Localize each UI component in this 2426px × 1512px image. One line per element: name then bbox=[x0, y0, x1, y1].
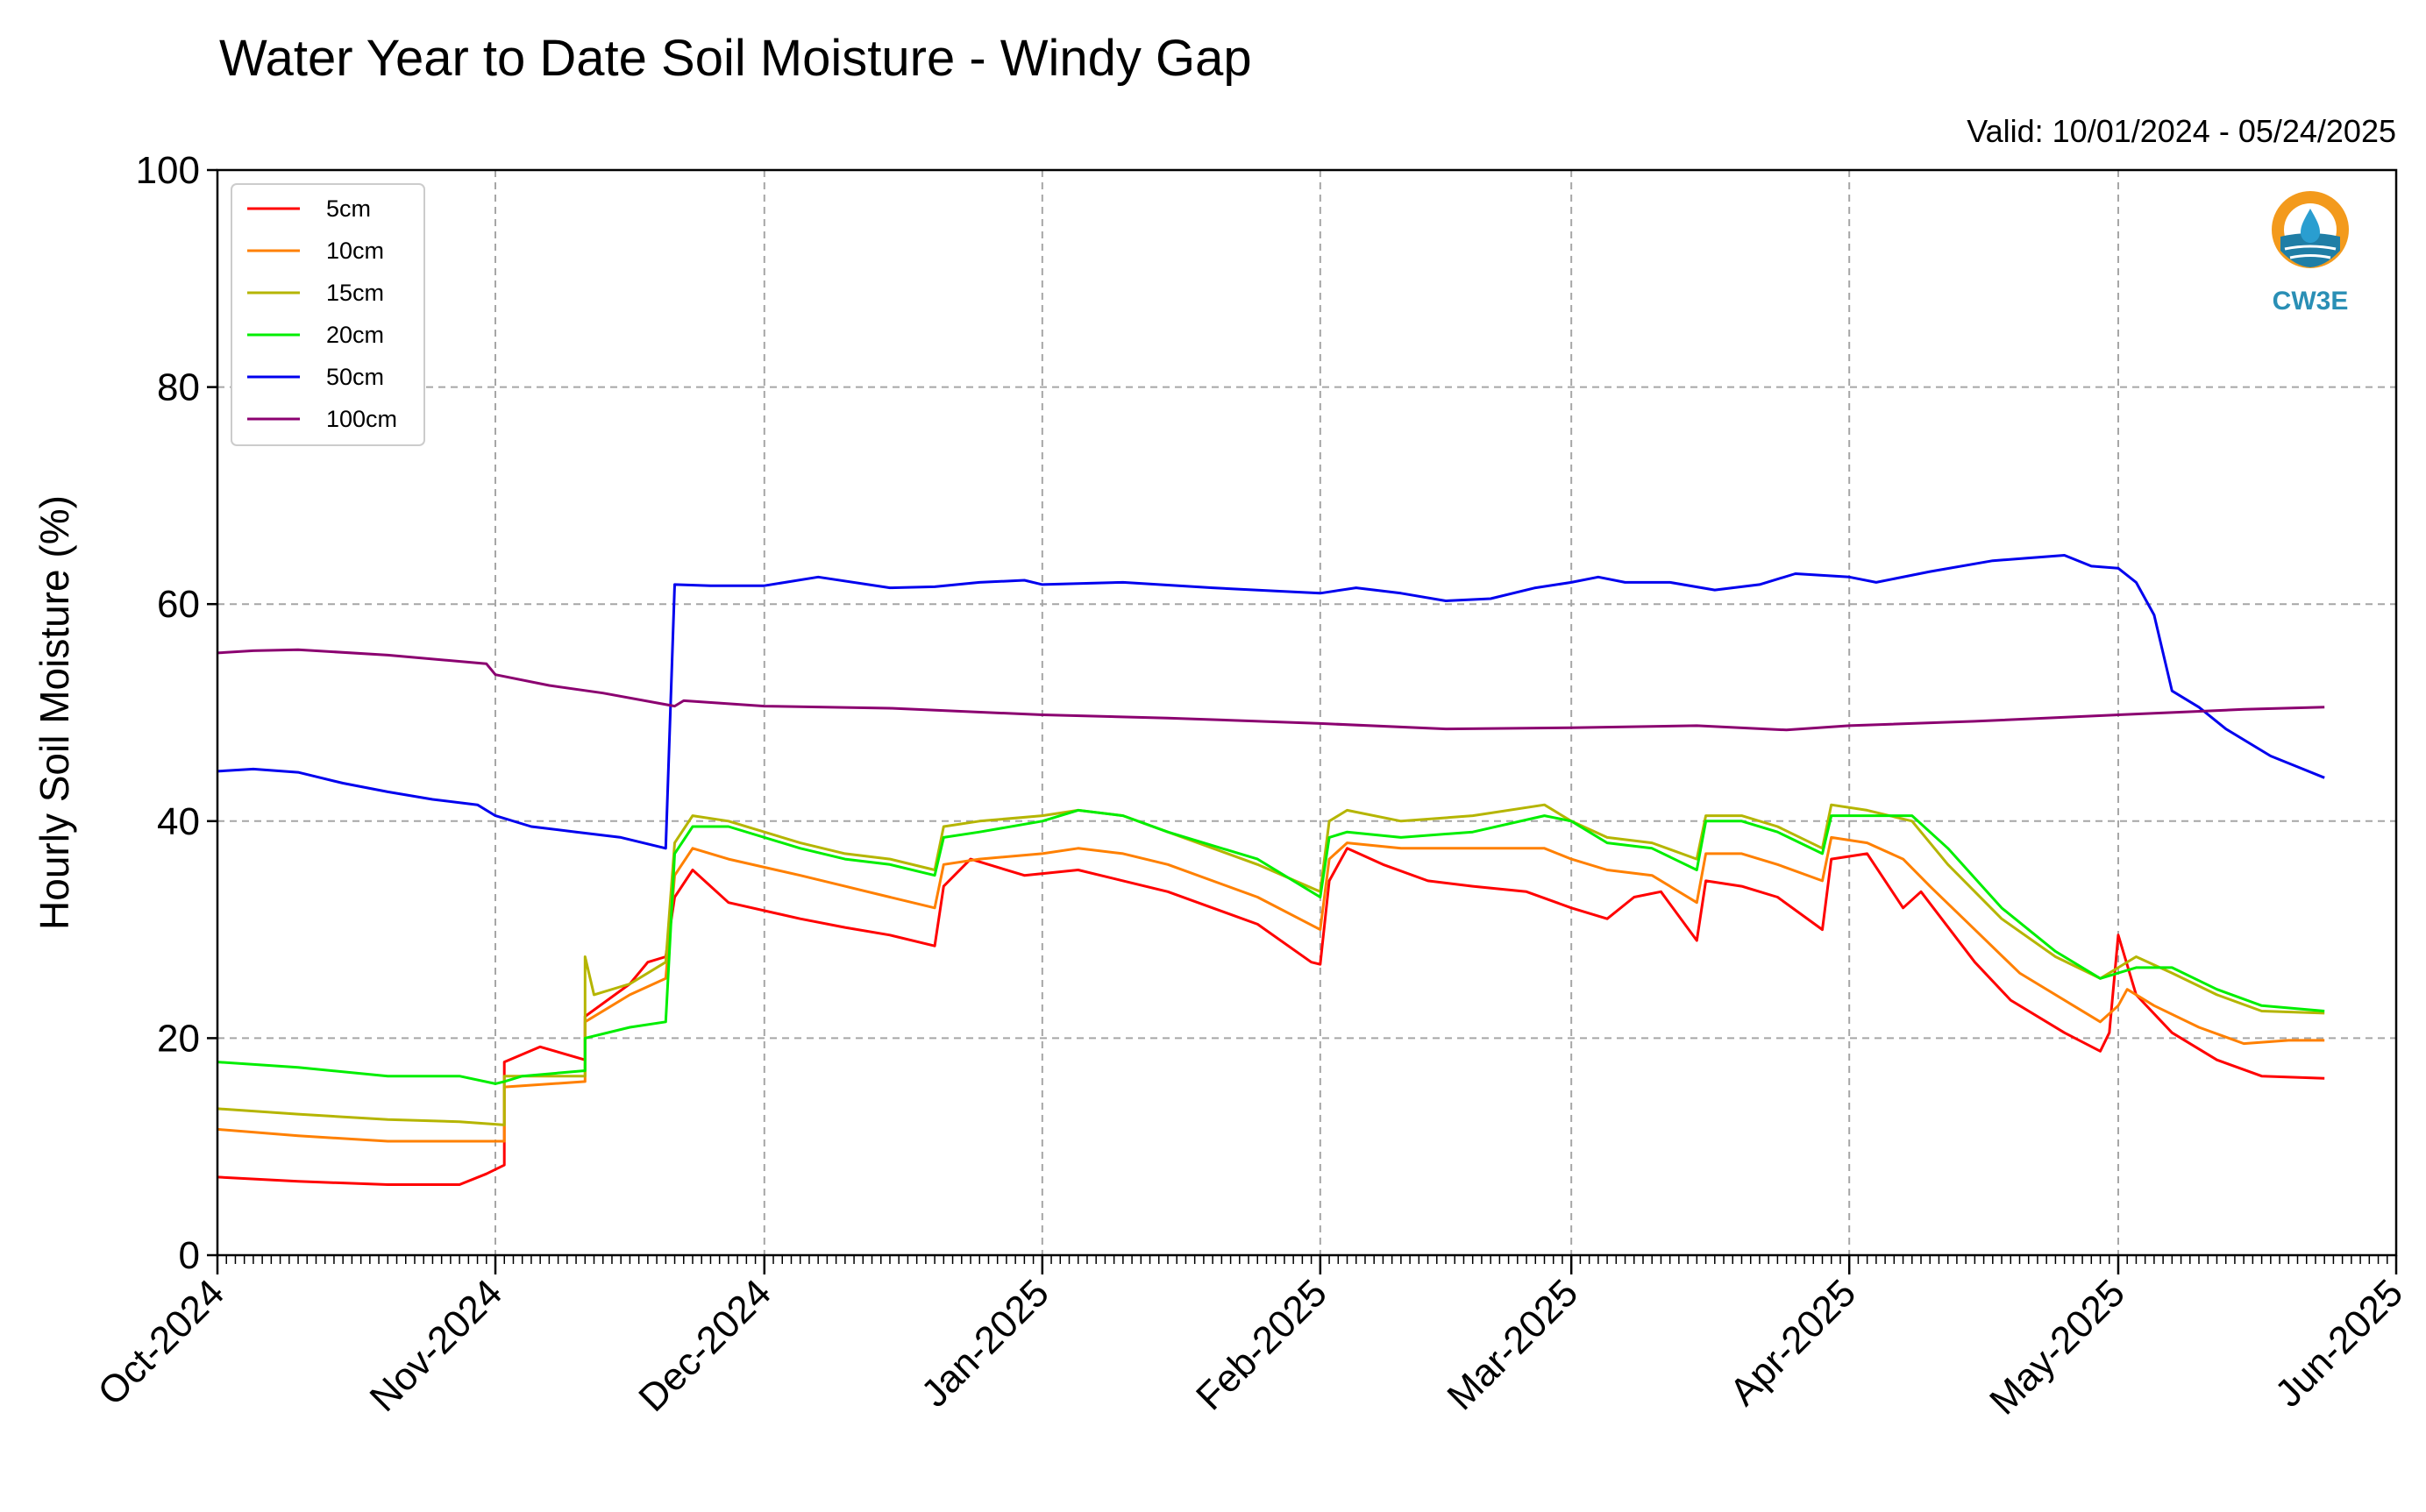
legend: 5cm 10cm 15cm 20cm 50cm 100cm bbox=[231, 183, 425, 446]
y-tick-label: 20 bbox=[157, 1017, 200, 1060]
cw3e-water-drop-icon bbox=[2272, 191, 2349, 268]
legend-label-15cm: 15cm bbox=[326, 280, 384, 306]
chart-title: Water Year to Date Soil Moisture - Windy… bbox=[219, 30, 1252, 87]
logo-text: CW3E bbox=[2273, 287, 2349, 316]
legend-label-5cm: 5cm bbox=[326, 195, 371, 222]
y-tick-label: 80 bbox=[157, 366, 200, 409]
y-tick-label: 60 bbox=[157, 583, 200, 626]
y-axis-label: Hourly Soil Moisture (%) bbox=[32, 495, 77, 930]
valid-date-range: Valid: 10/01/2024 - 05/24/2025 bbox=[1967, 113, 2396, 149]
series-line-15cm bbox=[217, 803, 2325, 1126]
series-lines bbox=[217, 554, 2325, 1186]
cw3e-logo: CW3E bbox=[2272, 191, 2349, 316]
legend-label-50cm: 50cm bbox=[326, 364, 384, 390]
series-line-50cm bbox=[217, 554, 2325, 850]
y-tick-label: 100 bbox=[136, 149, 200, 192]
series-line-5cm bbox=[217, 847, 2325, 1186]
legend-label-100cm: 100cm bbox=[326, 406, 397, 432]
series-line-20cm bbox=[217, 808, 2325, 1085]
grid-lines bbox=[217, 170, 2396, 1255]
legend-label-20cm: 20cm bbox=[326, 322, 384, 348]
plot-frame bbox=[216, 168, 2398, 1257]
y-tick-label: 40 bbox=[157, 800, 200, 843]
series-line-10cm bbox=[217, 835, 2325, 1143]
y-tick-label: 0 bbox=[179, 1234, 200, 1277]
series-line-100cm bbox=[217, 648, 2325, 732]
legend-label-10cm: 10cm bbox=[326, 238, 384, 264]
